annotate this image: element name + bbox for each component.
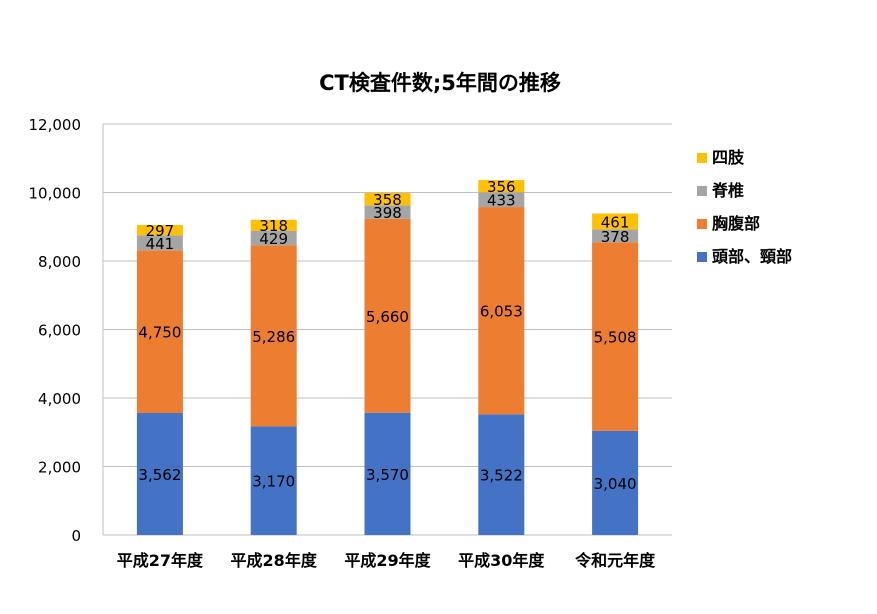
data-label: 378 [601, 228, 630, 246]
data-label: 441 [146, 235, 175, 253]
bar-segment [136, 225, 183, 236]
y-tick-label: 8,000 [38, 253, 81, 271]
legend-label: 胸腹部 [712, 214, 760, 233]
legend-label: 四肢 [712, 148, 745, 167]
data-label: 318 [259, 217, 288, 235]
y-tick-label: 4,000 [38, 390, 81, 408]
chart-title: CT検査件数;5年間の推移 [319, 71, 561, 95]
data-label: 5,286 [252, 328, 295, 346]
bars [136, 180, 639, 535]
y-axis-tick-labels: 0 2,000 4,000 6,000 8,000 10,000 12,000 [29, 116, 82, 545]
data-label: 6,053 [480, 303, 523, 321]
bar-segment [478, 192, 525, 208]
bar-segment [364, 192, 411, 206]
data-label: 358 [373, 191, 402, 209]
data-label: 3,562 [138, 466, 181, 484]
bar-segment [250, 230, 297, 246]
data-label: 461 [601, 213, 630, 231]
data-label: 297 [146, 222, 175, 240]
data-label: 5,660 [366, 308, 409, 326]
bar-segment [478, 414, 525, 535]
bar-segment [592, 242, 639, 431]
data-label: 429 [259, 230, 288, 248]
bar-segment [592, 430, 639, 535]
bar-segment [364, 412, 411, 535]
legend-swatch [697, 219, 707, 229]
x-tick-label: 平成27年度 [117, 551, 204, 570]
bar-segment [364, 218, 411, 413]
bar-segment [592, 213, 639, 230]
bar-segment [250, 426, 297, 535]
y-tick-label: 2,000 [38, 459, 81, 477]
data-label: 3,040 [594, 475, 637, 493]
data-label: 3,522 [480, 467, 523, 485]
legend-swatch [697, 252, 707, 262]
legend-label: 脊椎 [711, 181, 744, 200]
y-tick-label: 10,000 [29, 185, 82, 203]
data-label: 4,750 [138, 324, 181, 342]
data-label: 3,570 [366, 466, 409, 484]
data-label: 356 [487, 178, 516, 196]
x-tick-label: 平成29年度 [344, 551, 431, 570]
bar-segment [136, 235, 183, 251]
data-label: 433 [487, 192, 516, 210]
data-label: 5,508 [594, 329, 637, 347]
data-label: 3,170 [252, 473, 295, 491]
bar-segment [250, 219, 297, 231]
bar-segment [250, 245, 297, 427]
y-tick-label: 6,000 [38, 322, 81, 340]
bar-segment [478, 207, 525, 415]
bar-segment [136, 413, 183, 535]
legend-swatch [697, 153, 707, 163]
bar-segment [478, 180, 525, 193]
x-axis-tick-labels: 平成27年度 平成28年度 平成29年度 平成30年度 令和元年度 [117, 551, 656, 570]
x-tick-label: 平成28年度 [231, 551, 318, 570]
y-tick-label: 0 [71, 527, 81, 545]
x-tick-label: 平成30年度 [458, 551, 545, 570]
bar-segment [364, 205, 411, 219]
legend-label: 頭部、頸部 [712, 247, 792, 266]
y-tick-label: 12,000 [29, 116, 82, 134]
x-tick-label: 令和元年度 [574, 551, 656, 570]
bar-segment [592, 229, 639, 243]
bar-segment [136, 250, 183, 414]
data-label: 398 [373, 204, 402, 222]
legend-swatch [697, 186, 707, 196]
